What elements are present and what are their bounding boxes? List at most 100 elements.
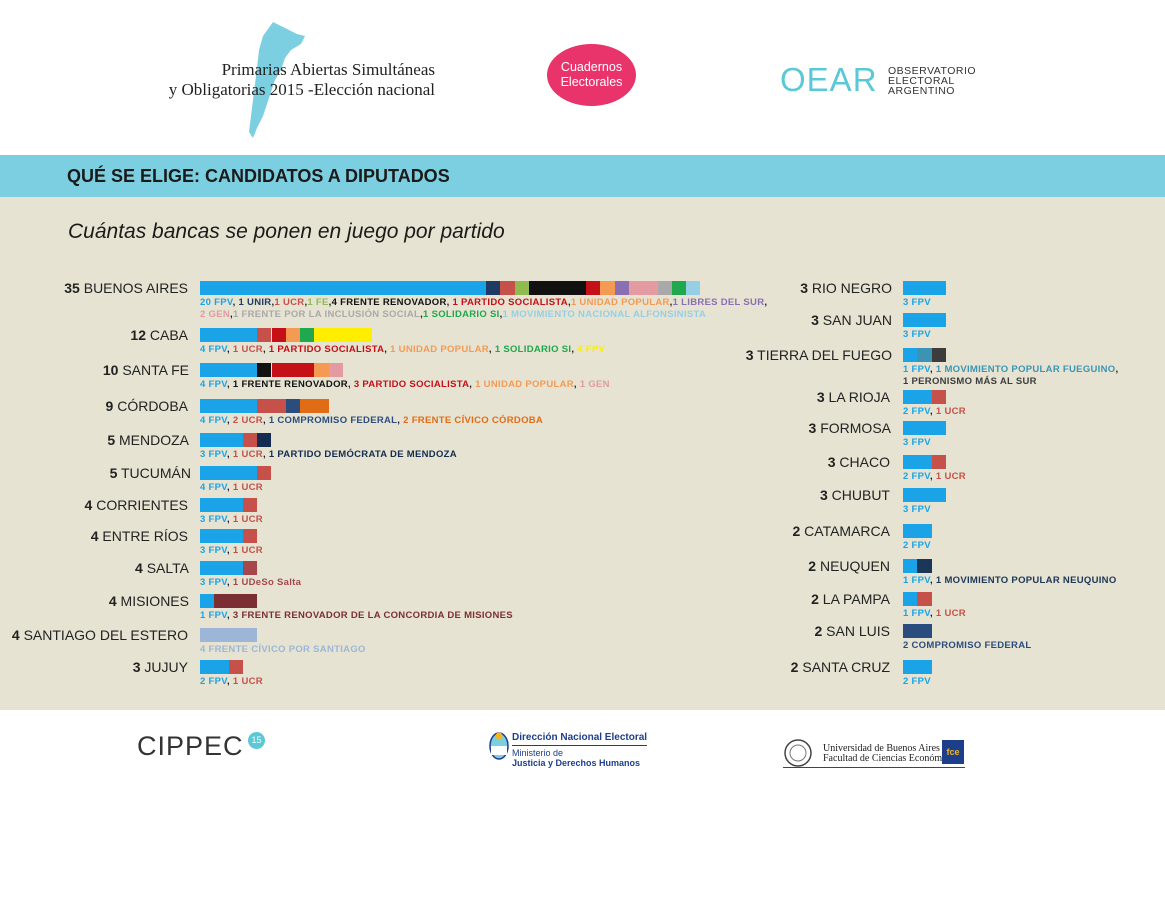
legend-entry: 1 MOVIMIENTO NACIONAL ALFONSINISTA: [502, 309, 707, 320]
province-total: 2: [814, 623, 823, 639]
bar-segment: [300, 399, 329, 413]
province-name: ENTRE RÍOS: [98, 528, 188, 544]
province-label: 3 CHUBUT: [820, 487, 890, 503]
province-label: 9 CÓRDOBA: [106, 398, 188, 414]
legend-entry: 4 FPV: [200, 482, 228, 493]
legend-entry: ,: [262, 415, 269, 426]
bar-segment: [242, 529, 258, 543]
province-name: SANTA FE: [118, 362, 189, 378]
province-name: LA PAMPA: [818, 591, 890, 607]
legend-entry: 1 UNIR: [238, 297, 272, 308]
legend-entry: 2 FPV: [903, 676, 931, 687]
oear-line3: ARGENTINO: [888, 85, 955, 97]
header-title-line2: y Obligatorias 2015 -Elección nacional: [168, 80, 435, 99]
legend-entry: ,: [262, 449, 269, 460]
oear-line2: ELECTORAL: [888, 75, 955, 87]
legend-entry: 1 UCR: [935, 608, 966, 619]
bar-legend: 3 FPV, 1 UDeSo Salta: [200, 577, 301, 589]
bar-segment: [200, 660, 229, 674]
legend-entry: ,: [262, 344, 269, 355]
bar-segment: [200, 594, 215, 608]
legend-entry: 1 PERONISMO MÁS AL SUR: [903, 376, 1037, 387]
province-label: 4 SANTIAGO DEL ESTERO: [12, 627, 188, 643]
bar-segment: [500, 281, 515, 295]
bar-legend: 2 FPV, 1 UCR: [200, 676, 263, 688]
province-name: CHUBUT: [827, 487, 890, 503]
bar-segment: [486, 281, 501, 295]
legend-entry: ,: [930, 608, 936, 619]
province-name: CATAMARCA: [800, 523, 890, 539]
province-name: SANTIAGO DEL ESTERO: [19, 627, 188, 643]
legend-entry: ,: [227, 415, 233, 426]
legend-entry: ,: [227, 514, 233, 525]
national-shield-icon: [489, 732, 509, 760]
bar-legend: 4 FPV, 1 FRENTE RENOVADOR, 3 PARTIDO SOC…: [200, 379, 610, 391]
bar-segment: [257, 328, 272, 342]
province-total: 3: [816, 389, 825, 405]
bar-segment: [257, 399, 286, 413]
legend-entry: 1 MOVIMIENTO POPULAR FUEGUINO: [935, 364, 1116, 375]
province-name: CÓRDOBA: [113, 398, 188, 414]
dne-line2: Ministerio de: [512, 748, 564, 758]
bar-legend: 3 FPV, 1 UCR: [200, 514, 263, 526]
cippec-logo: CIPPEC: [137, 731, 244, 761]
legend-entry: ,: [571, 344, 578, 355]
legend-entry: 1 UCR: [935, 406, 966, 417]
bar-segment: [257, 433, 272, 447]
bar-segment: [917, 348, 932, 362]
legend-entry: 2 FPV: [200, 676, 228, 687]
province-name: SAN JUAN: [818, 312, 892, 328]
legend-entry: 1 UCR: [232, 449, 263, 460]
bar-legend: 3 FPV: [903, 437, 931, 449]
dne-line1: Dirección Nacional Electoral: [512, 733, 648, 746]
province-total: 3: [808, 420, 817, 436]
legend-entry: 1 UCR: [232, 514, 263, 525]
province-label: 2 CATAMARCA: [792, 523, 890, 539]
legend-entry: ,: [227, 344, 233, 355]
legend-entry: 4 FPV: [200, 379, 228, 390]
province-label: 4 SALTA: [135, 560, 189, 576]
bar-legend: 2 FPV: [903, 540, 931, 552]
header-title-line1: Primarias Abiertas Simultáneas: [221, 60, 435, 79]
bar-segment: [214, 594, 258, 608]
dne-logo: Dirección Nacional Electoral Ministerio …: [512, 733, 648, 768]
legend-entry: 3 FPV: [903, 504, 931, 515]
uba-line1: Universidad de Buenos Aires: [823, 743, 940, 754]
legend-entry: 2 UCR: [232, 415, 263, 426]
legend-entry: 1 FPV: [903, 364, 931, 375]
bar-segment: [903, 559, 918, 573]
legend-entry: 2 FPV: [903, 406, 931, 417]
legend-entry: 1 UCR: [232, 344, 263, 355]
legend-entry: ,: [227, 676, 233, 687]
bar-segment: [200, 363, 258, 377]
bar-legend: 4 FPV, 2 UCR, 1 COMPROMISO FEDERAL, 2 FR…: [200, 415, 543, 427]
legend-entry: ,: [567, 297, 571, 308]
legend-entry: 1 UCR: [935, 471, 966, 482]
province-label: 4 MISIONES: [109, 593, 189, 609]
province-total: 3: [811, 312, 819, 328]
legend-entry: ,: [764, 297, 768, 308]
legend-entry: ,: [328, 297, 332, 308]
province-name: BUENOS AIRES: [79, 280, 188, 296]
legend-entry: ,: [227, 449, 233, 460]
header-title: Primarias Abiertas Simultáneas y Obligat…: [140, 60, 435, 100]
legend-entry: ,: [469, 379, 476, 390]
bar-segment: [903, 455, 932, 469]
province-label: 3 CHACO: [828, 454, 890, 470]
bar-segment: [200, 498, 243, 512]
legend-entry: 1 UCR: [274, 297, 305, 308]
legend-entry: 3 FPV: [903, 297, 931, 308]
bar-segment: [242, 498, 258, 512]
bar-segment: [600, 281, 615, 295]
bar-legend: 3 FPV: [903, 329, 931, 341]
legend-entry: ,: [271, 297, 275, 308]
province-label: 4 ENTRE RÍOS: [91, 528, 188, 544]
legend-entry: 1 FE: [307, 297, 329, 308]
bar-segment: [314, 328, 372, 342]
bar-segment: [903, 390, 932, 404]
bar-legend: 2 FPV: [903, 676, 931, 688]
legend-entry: 3 PARTIDO SOCIALISTA: [353, 379, 470, 390]
bar-segment: [903, 421, 946, 435]
bar-segment: [903, 524, 932, 538]
bar-segment: [903, 660, 932, 674]
